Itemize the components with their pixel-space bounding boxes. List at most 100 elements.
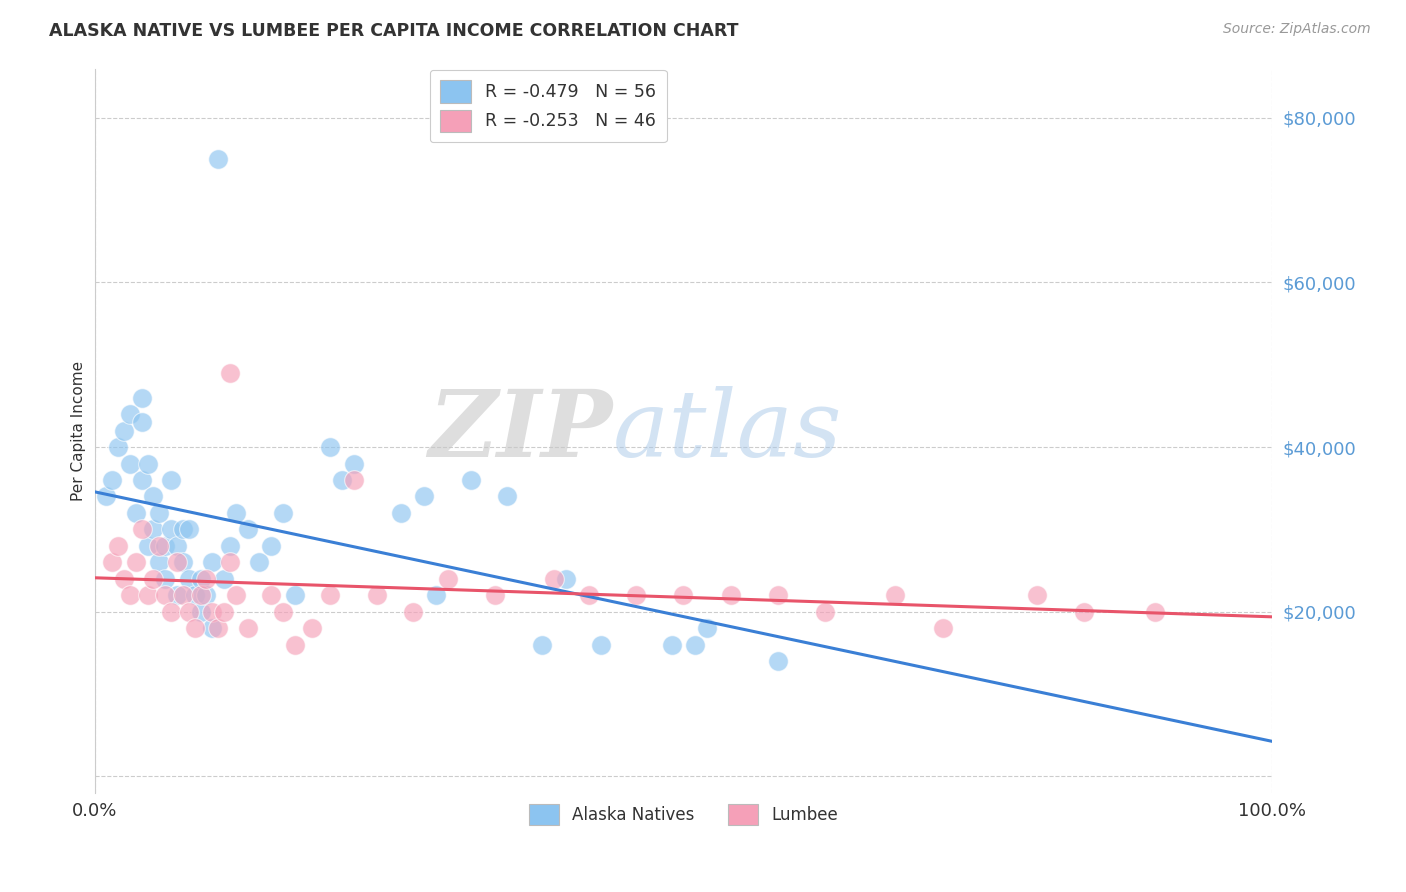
Point — [201, 605, 224, 619]
Point — [219, 539, 242, 553]
Point — [225, 506, 247, 520]
Point — [136, 588, 159, 602]
Point — [148, 555, 170, 569]
Point — [212, 605, 235, 619]
Point — [319, 440, 342, 454]
Point — [814, 605, 837, 619]
Point — [1143, 605, 1166, 619]
Point — [1073, 605, 1095, 619]
Point — [413, 490, 436, 504]
Point — [484, 588, 506, 602]
Point — [319, 588, 342, 602]
Point — [401, 605, 423, 619]
Point — [125, 506, 148, 520]
Point — [219, 555, 242, 569]
Point — [201, 621, 224, 635]
Point — [155, 588, 177, 602]
Point — [672, 588, 695, 602]
Point — [183, 621, 205, 635]
Point — [177, 522, 200, 536]
Point — [118, 457, 141, 471]
Point — [148, 506, 170, 520]
Y-axis label: Per Capita Income: Per Capita Income — [72, 360, 86, 500]
Point — [131, 473, 153, 487]
Point — [166, 539, 188, 553]
Point — [177, 605, 200, 619]
Point — [190, 588, 212, 602]
Point — [172, 522, 194, 536]
Point — [166, 588, 188, 602]
Point — [136, 457, 159, 471]
Point — [271, 506, 294, 520]
Point — [131, 522, 153, 536]
Point — [190, 572, 212, 586]
Point — [554, 572, 576, 586]
Point — [260, 588, 283, 602]
Point — [101, 473, 124, 487]
Point — [931, 621, 953, 635]
Point — [118, 407, 141, 421]
Point — [330, 473, 353, 487]
Point — [284, 588, 307, 602]
Point — [543, 572, 565, 586]
Point — [225, 588, 247, 602]
Point — [249, 555, 271, 569]
Point — [578, 588, 600, 602]
Point — [271, 605, 294, 619]
Point — [626, 588, 648, 602]
Text: ZIP: ZIP — [429, 385, 613, 475]
Point — [148, 539, 170, 553]
Point — [766, 654, 789, 668]
Point — [112, 424, 135, 438]
Point — [160, 522, 183, 536]
Point — [160, 473, 183, 487]
Point — [301, 621, 323, 635]
Point — [766, 588, 789, 602]
Point — [142, 522, 165, 536]
Point — [131, 415, 153, 429]
Point — [136, 539, 159, 553]
Point — [531, 638, 554, 652]
Point — [183, 588, 205, 602]
Point — [125, 555, 148, 569]
Point — [884, 588, 907, 602]
Point — [236, 621, 259, 635]
Point — [160, 605, 183, 619]
Point — [172, 588, 194, 602]
Point — [190, 605, 212, 619]
Point — [195, 588, 218, 602]
Point — [437, 572, 460, 586]
Point — [207, 621, 229, 635]
Legend: Alaska Natives, Lumbee: Alaska Natives, Lumbee — [519, 794, 848, 835]
Text: Source: ZipAtlas.com: Source: ZipAtlas.com — [1223, 22, 1371, 37]
Point — [166, 555, 188, 569]
Point — [1025, 588, 1047, 602]
Point — [589, 638, 612, 652]
Point — [177, 572, 200, 586]
Point — [389, 506, 412, 520]
Point — [343, 473, 366, 487]
Point — [236, 522, 259, 536]
Point — [142, 490, 165, 504]
Point — [696, 621, 718, 635]
Point — [219, 366, 242, 380]
Point — [683, 638, 706, 652]
Point — [118, 588, 141, 602]
Point — [172, 555, 194, 569]
Point — [107, 440, 129, 454]
Point — [495, 490, 517, 504]
Text: ALASKA NATIVE VS LUMBEE PER CAPITA INCOME CORRELATION CHART: ALASKA NATIVE VS LUMBEE PER CAPITA INCOM… — [49, 22, 738, 40]
Point — [96, 490, 118, 504]
Point — [155, 572, 177, 586]
Point — [425, 588, 447, 602]
Point — [195, 572, 218, 586]
Point — [112, 572, 135, 586]
Point — [284, 638, 307, 652]
Point — [107, 539, 129, 553]
Point — [366, 588, 388, 602]
Point — [720, 588, 742, 602]
Point — [661, 638, 683, 652]
Point — [343, 457, 366, 471]
Point — [142, 572, 165, 586]
Point — [131, 391, 153, 405]
